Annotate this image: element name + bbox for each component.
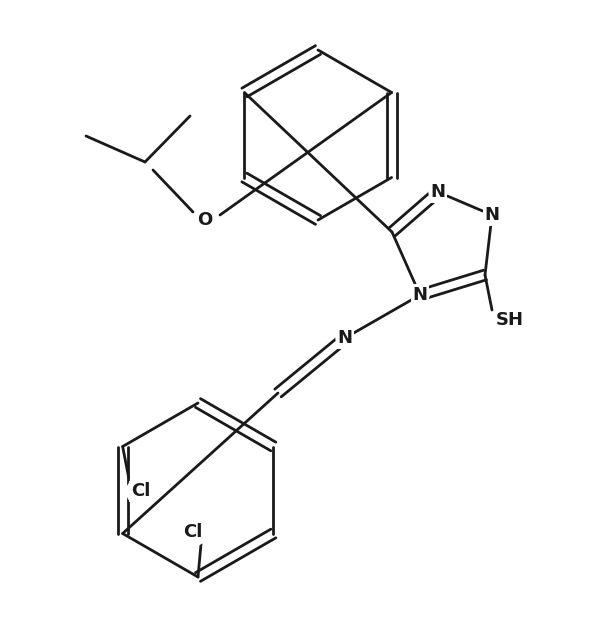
Circle shape [429, 183, 447, 201]
Circle shape [126, 477, 155, 506]
Text: SH: SH [496, 311, 524, 329]
Text: N: N [485, 206, 500, 224]
Text: N: N [338, 329, 353, 347]
Text: N: N [413, 286, 428, 304]
Circle shape [411, 286, 429, 304]
Text: Cl: Cl [131, 483, 151, 500]
Text: N: N [431, 183, 445, 201]
Circle shape [483, 206, 501, 224]
Circle shape [179, 518, 207, 546]
Circle shape [336, 329, 354, 347]
Text: O: O [197, 211, 212, 229]
Circle shape [196, 211, 214, 229]
Text: Cl: Cl [183, 523, 203, 541]
